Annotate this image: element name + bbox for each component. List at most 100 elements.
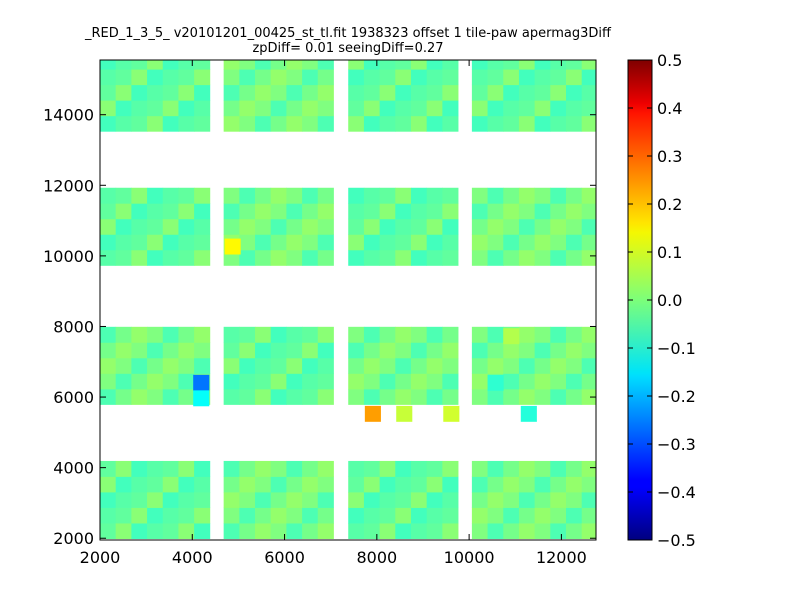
heatmap-cell: [194, 523, 211, 539]
heatmap-cell: [518, 100, 536, 117]
heatmap-cell: [255, 234, 272, 251]
heatmap-cell: [426, 218, 443, 235]
heatmap-cell: [518, 523, 536, 539]
heatmap-cell: [100, 249, 117, 266]
heatmap-cell: [487, 187, 504, 204]
heatmap-cell: [115, 460, 132, 477]
heatmap-cell: [581, 357, 597, 374]
heatmap-cell: [131, 203, 148, 220]
heatmap-cell: [442, 249, 459, 266]
heatmap-cell: [518, 234, 536, 251]
heatmap-cell: [471, 234, 488, 251]
heatmap-cell: [487, 234, 504, 251]
heatmap-cell: [286, 507, 303, 524]
heatmap-cell: [379, 249, 396, 266]
heatmap-cell: [115, 388, 132, 405]
heatmap-cell: [566, 203, 583, 220]
y-axis: 2000 4000 6000 8000 10000 12000 14000: [43, 106, 596, 548]
heatmap-cell: [471, 460, 488, 477]
heatmap-cell: [348, 84, 365, 101]
plot-frame: [99, 59, 597, 541]
heatmap-cell: [395, 60, 412, 70]
heatmap-cell: [131, 60, 148, 70]
heatmap-cell: [395, 203, 412, 220]
heatmap-cell: [395, 249, 412, 266]
heatmap-cell: [270, 234, 287, 251]
heatmap-cell: [348, 342, 365, 359]
heatmap-cell: [115, 60, 132, 70]
heatmap-cell: [115, 218, 132, 235]
heatmap-cell: [534, 326, 551, 343]
heatmap-cell: [471, 357, 488, 374]
heatmap-cell: [302, 249, 319, 266]
heatmap-cell: [348, 249, 365, 266]
heatmap-cell: [270, 60, 287, 70]
heatmap-cell: [131, 69, 148, 86]
heatmap-cell: [426, 507, 443, 524]
heatmap-cell: [395, 492, 412, 508]
heatmap-cell: [550, 60, 567, 70]
heatmap-cell: [147, 523, 164, 539]
heatmap-cell: [581, 69, 597, 86]
heatmap-cell: [223, 218, 240, 235]
heatmap-cell: [255, 84, 272, 101]
heatmap-cell: [286, 523, 303, 539]
heatmap-cell: [379, 373, 396, 390]
heatmap-cell: [487, 326, 504, 343]
colorbar-tick-label: −0.3: [657, 435, 696, 454]
heatmap-cell: [286, 234, 303, 251]
heatmap-cell: [487, 100, 504, 117]
heatmap-cell: [223, 100, 240, 117]
heatmap-cell: [302, 507, 319, 524]
heatmap-cell: [302, 69, 319, 86]
heatmap-cell: [503, 357, 520, 374]
heatmap-cell: [518, 507, 536, 524]
heatmap-cell: [178, 326, 195, 343]
heatmap-cell: [162, 342, 179, 359]
heatmap-cell: [581, 84, 597, 101]
x-tick-label: 12000: [536, 548, 587, 567]
heatmap-cell: [131, 476, 148, 493]
heatmap-cell: [363, 357, 381, 374]
heatmap-cell: [503, 218, 520, 235]
heatmap-cell: [426, 342, 443, 359]
heatmap-cell: [442, 523, 459, 539]
heatmap-cell: [162, 492, 179, 508]
heatmap-cell: [534, 60, 551, 70]
heatmap-cell: [442, 388, 459, 405]
heatmap-cell: [348, 234, 365, 251]
heatmap-cell: [286, 187, 303, 204]
heatmap-cell: [534, 100, 551, 117]
heatmap-cell: [550, 388, 567, 405]
y-tick-label: 12000: [43, 176, 94, 195]
heatmap-cell: [239, 523, 256, 539]
heatmap-cell: [239, 69, 256, 86]
heatmap-cell: [178, 84, 195, 101]
heatmap-cell: [317, 218, 334, 235]
heatmap-cell: [239, 460, 256, 477]
heatmap-cell: [317, 460, 334, 477]
heatmap-cell: [194, 218, 211, 235]
heatmap-cell: [302, 234, 319, 251]
heatmap-cell: [471, 100, 488, 117]
heatmap-cell: [255, 203, 272, 220]
heatmap-cell: [178, 492, 195, 508]
heatmap-cell: [348, 326, 365, 343]
heatmap-cell: [100, 326, 117, 343]
heatmap-cell: [286, 492, 303, 508]
heatmap-cell: [442, 460, 459, 477]
heatmap-cell: [270, 476, 287, 493]
heatmap-cell: [147, 249, 164, 266]
heatmap-cell: [534, 342, 551, 359]
plot-background: [100, 60, 596, 540]
heatmap-cell: [410, 100, 428, 117]
heatmap-cell: [581, 203, 597, 220]
heatmap-cell: [566, 460, 583, 477]
heatmap-cell: [317, 203, 334, 220]
heatmap-cell: [487, 523, 504, 539]
heatmap-cell: [566, 326, 583, 343]
heatmap-cell: [162, 249, 179, 266]
heatmap-cell: [471, 342, 488, 359]
heatmap-cell: [100, 523, 117, 539]
heatmap-cell: [426, 69, 443, 86]
